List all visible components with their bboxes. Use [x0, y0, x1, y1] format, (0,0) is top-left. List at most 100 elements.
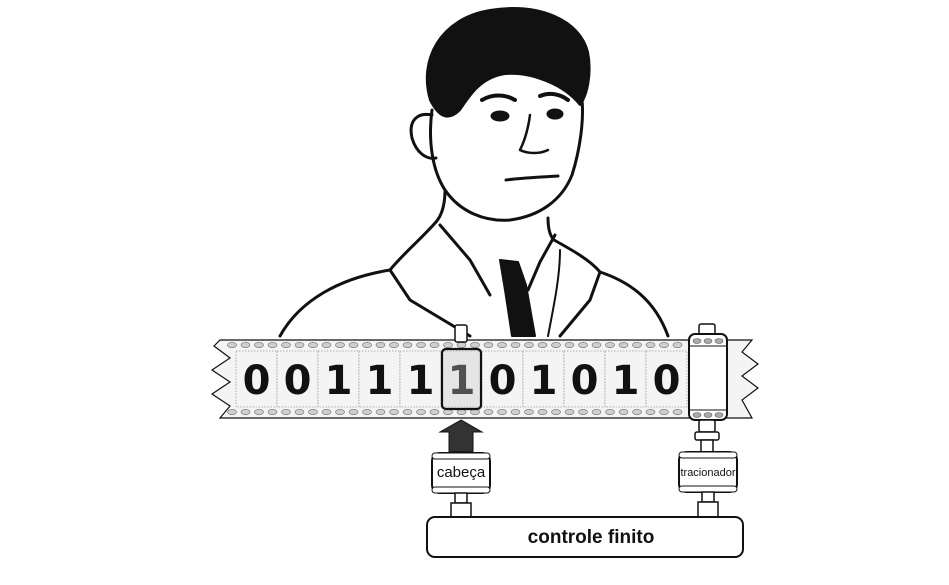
- sprocket-hole: [645, 342, 656, 348]
- sprocket-hole: [470, 342, 480, 348]
- tape-symbol: 0: [653, 358, 681, 404]
- tape-cell: [481, 350, 524, 408]
- arrow-up-icon: [438, 419, 484, 453]
- sprocket-hole: [578, 342, 588, 348]
- sprocket-hole: [294, 342, 305, 348]
- tape-symbol: 1: [366, 358, 394, 404]
- sprocket-hole: [632, 409, 642, 415]
- tape-symbol: 1: [448, 358, 476, 404]
- sprocket-hole: [375, 342, 386, 348]
- sprocket-hole: [416, 409, 426, 415]
- sprocket-holes-bottom: [227, 409, 683, 415]
- head-label: cabeça: [437, 464, 486, 481]
- sprocket-hole: [551, 409, 561, 415]
- sprocket-hole: [240, 342, 251, 348]
- tape-cell: [235, 350, 278, 408]
- sprocket-hole: [281, 409, 291, 415]
- sprocket-hole: [456, 342, 467, 348]
- sprocket-hole: [483, 409, 494, 415]
- tape-symbol: 0: [243, 358, 271, 404]
- sprocket-hole: [564, 409, 575, 415]
- sprocket-hole: [321, 409, 332, 415]
- sprocket-hole: [497, 409, 507, 415]
- sprocket-hole: [362, 342, 372, 348]
- sprocket-hole: [335, 342, 345, 348]
- tape-cell: [522, 350, 565, 408]
- sprocket-hole: [578, 409, 588, 415]
- sprocket-hole: [443, 342, 453, 348]
- sprocket-hole: [456, 409, 467, 415]
- sprocket-hole: [618, 342, 629, 348]
- sprocket-hole: [267, 342, 278, 348]
- sprocket-hole: [443, 409, 453, 415]
- finite-control-label: controle finito: [528, 527, 655, 548]
- sprocket-hole: [362, 409, 372, 415]
- sprocket-hole: [659, 342, 669, 348]
- tape-cell: [563, 350, 606, 408]
- tape-symbol: 0: [284, 358, 312, 404]
- tape-symbol: 1: [612, 358, 640, 404]
- portrait-illustration: [278, 7, 670, 338]
- sprocket-hole: [591, 409, 602, 415]
- sprocket-hole: [524, 342, 534, 348]
- sprocket-hole: [308, 342, 318, 348]
- sprocket-hole: [605, 342, 615, 348]
- sprocket-hole: [227, 409, 237, 415]
- sprocket-hole: [605, 409, 615, 415]
- sprocket-hole: [389, 409, 399, 415]
- tape-symbol: 1: [530, 358, 558, 404]
- sprocket-hole: [483, 342, 494, 348]
- tape-symbol: 0: [571, 358, 599, 404]
- sprocket-hole: [321, 342, 332, 348]
- read-write-head-window: [440, 347, 483, 411]
- tape-cell: [440, 350, 483, 408]
- sprocket-hole: [564, 342, 575, 348]
- head-unit: cabeça: [431, 451, 491, 518]
- sprocket-hole: [510, 409, 521, 415]
- tape-cell: [604, 350, 647, 408]
- sprocket-hole: [429, 409, 440, 415]
- sprocket-hole: [672, 342, 683, 348]
- sprocket-hole: [632, 342, 642, 348]
- sprocket-hole: [497, 342, 507, 348]
- sprocket-hole: [308, 409, 318, 415]
- sprocket-hole: [551, 342, 561, 348]
- tape: 00111101010: [210, 339, 759, 419]
- sprocket-hole: [524, 409, 534, 415]
- tape-cell: [317, 350, 360, 408]
- tape-cell: [399, 350, 442, 408]
- sprocket-hole: [537, 409, 548, 415]
- sprocket-hole: [416, 342, 426, 348]
- sprocket-hole: [294, 409, 305, 415]
- sprocket-hole: [267, 409, 278, 415]
- sprocket-hole: [402, 342, 413, 348]
- sprocket-hole: [240, 409, 251, 415]
- sprocket-hole: [510, 342, 521, 348]
- sprocket-hole: [591, 342, 602, 348]
- sprocket-hole: [659, 409, 669, 415]
- tape-cells: 00111101010: [235, 347, 688, 411]
- sprocket-hole: [254, 409, 264, 415]
- tape-cell: [645, 350, 688, 408]
- puller-roller: [688, 323, 728, 453]
- sprocket-hole: [672, 409, 683, 415]
- tape-symbol: 1: [325, 358, 353, 404]
- tape-cell: [358, 350, 401, 408]
- sprocket-hole: [537, 342, 548, 348]
- sprocket-hole: [227, 342, 237, 348]
- sprocket-hole: [348, 342, 359, 348]
- sprocket-hole: [254, 342, 264, 348]
- sprocket-hole: [402, 409, 413, 415]
- sprocket-hole: [470, 409, 480, 415]
- sprocket-hole: [618, 409, 629, 415]
- head-pin-top: [454, 324, 468, 343]
- puller-label: tracionador: [680, 467, 735, 479]
- tape-symbol: 1: [407, 358, 435, 404]
- finite-control: controle finito: [426, 516, 744, 558]
- sprocket-holes-top: [227, 342, 683, 348]
- sprocket-hole: [348, 409, 359, 415]
- sprocket-hole: [389, 342, 399, 348]
- sprocket-hole: [645, 409, 656, 415]
- tape-symbol: 0: [489, 358, 517, 404]
